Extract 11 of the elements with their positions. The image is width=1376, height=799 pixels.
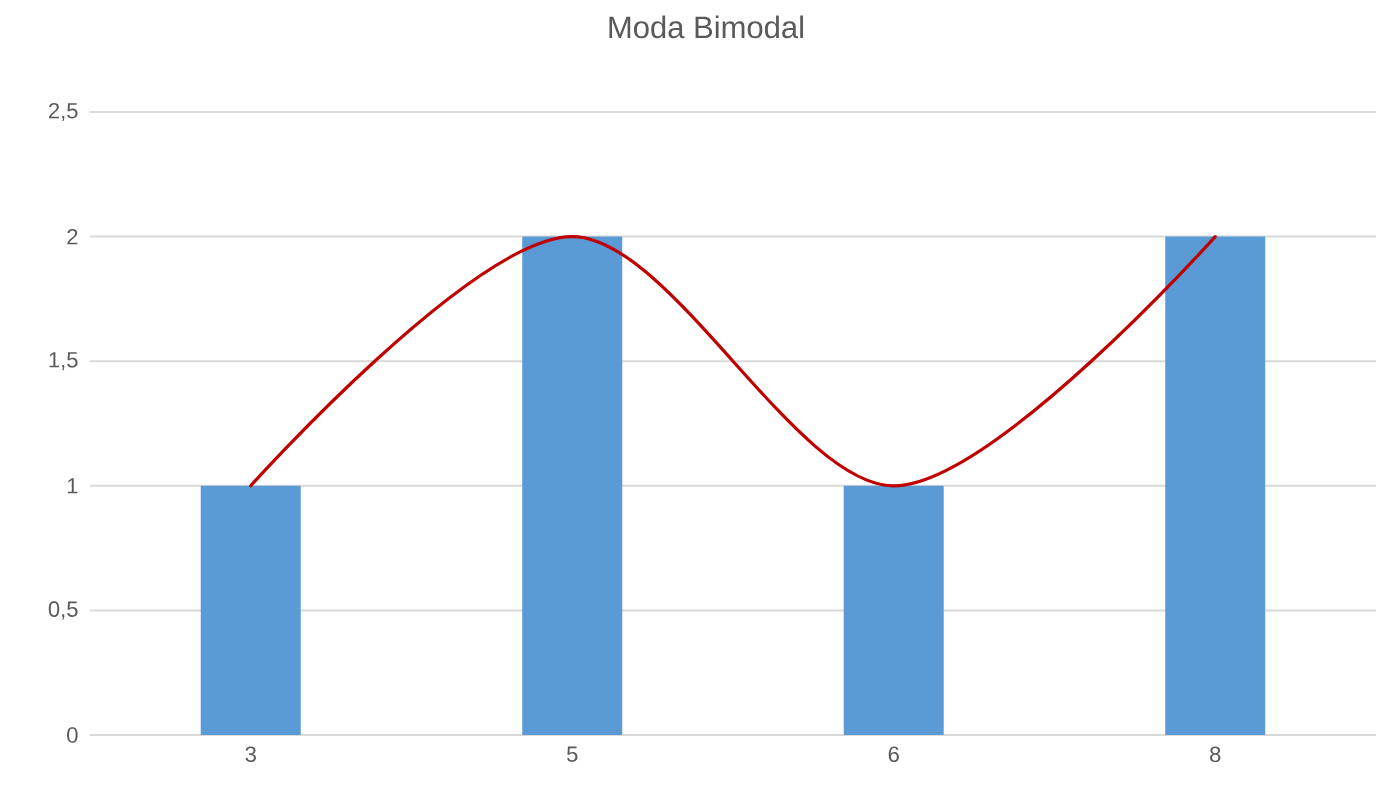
y-tick-label: 2,5	[49, 102, 78, 122]
y-tick-label: 1	[67, 478, 78, 494]
y-tick-label: 2	[67, 228, 78, 245]
x-tick-label: 5	[566, 746, 578, 762]
x-tick-label: 6	[888, 746, 899, 763]
y-tick-label: 0,5	[48, 601, 78, 620]
chart-title: Moda Bimodal	[609, 15, 803, 39]
y-tick-label: 1,5	[49, 352, 78, 371]
x-tick-label: 8	[1210, 746, 1221, 763]
y-tick-label: 0	[67, 727, 78, 743]
x-tick-label: 3	[245, 746, 256, 763]
